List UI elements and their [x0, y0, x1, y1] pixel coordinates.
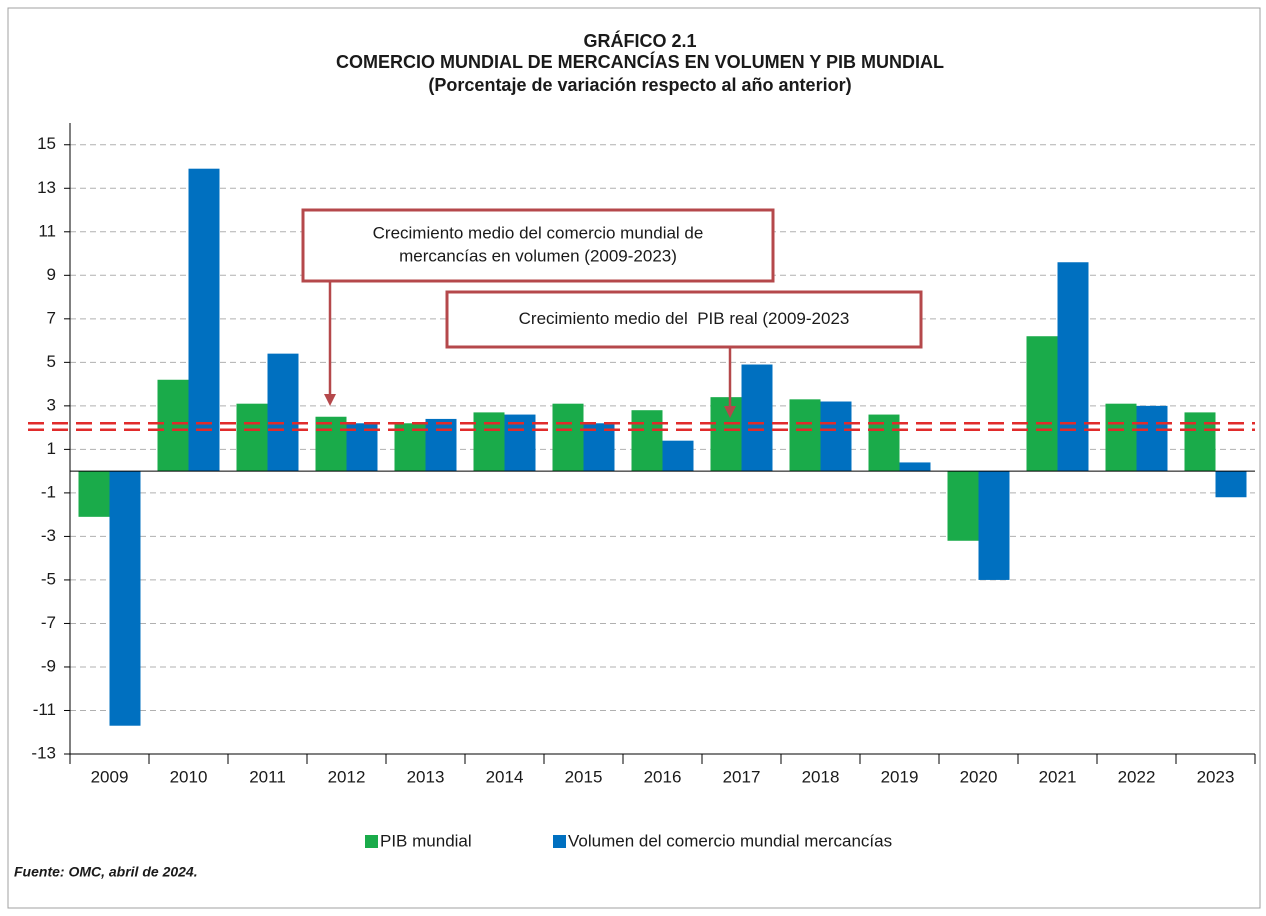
y-tick-label: 11 — [38, 221, 56, 240]
x-tick-label: 2021 — [1039, 767, 1077, 786]
annotation-arrowhead — [324, 394, 336, 406]
chart-title: GRÁFICO 2.1 — [583, 30, 696, 51]
annotation-text: Crecimiento medio del comercio mundial d… — [373, 223, 704, 242]
x-tick-label: 2019 — [881, 767, 919, 786]
y-tick-label: -1 — [41, 482, 56, 501]
x-tick-label: 2014 — [486, 767, 524, 786]
x-tick-label: 2017 — [723, 767, 761, 786]
chart-subtitle: (Porcentaje de variación respecto al año… — [428, 75, 851, 95]
bar — [109, 471, 141, 726]
bar — [978, 471, 1010, 580]
bar — [157, 379, 189, 472]
annotation-box — [301, 208, 775, 283]
y-tick-label: 7 — [47, 308, 56, 327]
legend-label: Volumen del comercio mundial mercancías — [568, 831, 892, 850]
y-tick-label: -11 — [33, 700, 56, 719]
bar — [899, 462, 931, 472]
bar — [631, 410, 663, 472]
y-tick-label: 15 — [37, 134, 56, 153]
frame — [7, 7, 1261, 909]
bar — [425, 418, 457, 472]
x-tick-label: 2018 — [802, 767, 840, 786]
y-tick-label: 13 — [37, 178, 56, 197]
y-tick-label: -13 — [31, 743, 56, 762]
x-tick-label: 2012 — [328, 767, 366, 786]
bar — [1026, 336, 1058, 472]
y-tick-label: 1 — [47, 439, 56, 458]
legend-swatch — [365, 835, 378, 848]
bar — [789, 399, 821, 472]
x-tick-label: 2011 — [249, 767, 286, 786]
bar — [1215, 471, 1247, 498]
x-tick-label: 2022 — [1118, 767, 1156, 786]
annotation-text: Crecimiento medio del PIB real (2009-202… — [519, 309, 850, 328]
y-tick-label: 3 — [47, 395, 56, 414]
x-tick-label: 2016 — [644, 767, 682, 786]
y-tick-label: -9 — [41, 656, 56, 675]
y-tick-label: -7 — [41, 613, 56, 632]
annotation-arrowhead — [724, 406, 736, 418]
x-tick-label: 2015 — [565, 767, 603, 786]
chart-title: COMERCIO MUNDIAL DE MERCANCÍAS EN VOLUME… — [336, 51, 944, 72]
source: Fuente: OMC, abril de 2024. — [14, 864, 198, 880]
bar — [947, 471, 979, 541]
bar — [1136, 405, 1168, 472]
legend-label: PIB mundial — [380, 831, 472, 850]
bar — [820, 401, 852, 472]
bar — [552, 403, 584, 472]
bar — [267, 353, 299, 472]
bar — [1057, 262, 1089, 472]
bar — [394, 423, 426, 472]
x-tick-label: 2009 — [91, 767, 129, 786]
x-tick-label: 2013 — [407, 767, 445, 786]
annotation-text: mercancías en volumen (2009-2023) — [399, 246, 677, 265]
bar — [315, 416, 347, 472]
bar — [583, 423, 615, 472]
bar — [236, 403, 268, 472]
bar — [78, 471, 110, 517]
bar — [1105, 403, 1137, 472]
legend-swatch — [553, 835, 566, 848]
y-tick-label: 9 — [47, 265, 56, 284]
bar — [188, 168, 220, 472]
x-tick-label: 2023 — [1197, 767, 1235, 786]
bar — [473, 412, 505, 472]
y-tick-label: -5 — [41, 569, 56, 588]
x-tick-label: 2020 — [960, 767, 998, 786]
bar — [346, 423, 378, 472]
bar — [741, 364, 773, 472]
bar — [1184, 412, 1216, 472]
x-tick-label: 2010 — [170, 767, 208, 786]
bar — [662, 440, 694, 472]
y-tick-label: -3 — [41, 526, 56, 545]
y-tick-label: 5 — [47, 352, 56, 371]
annotation-box — [445, 290, 923, 349]
